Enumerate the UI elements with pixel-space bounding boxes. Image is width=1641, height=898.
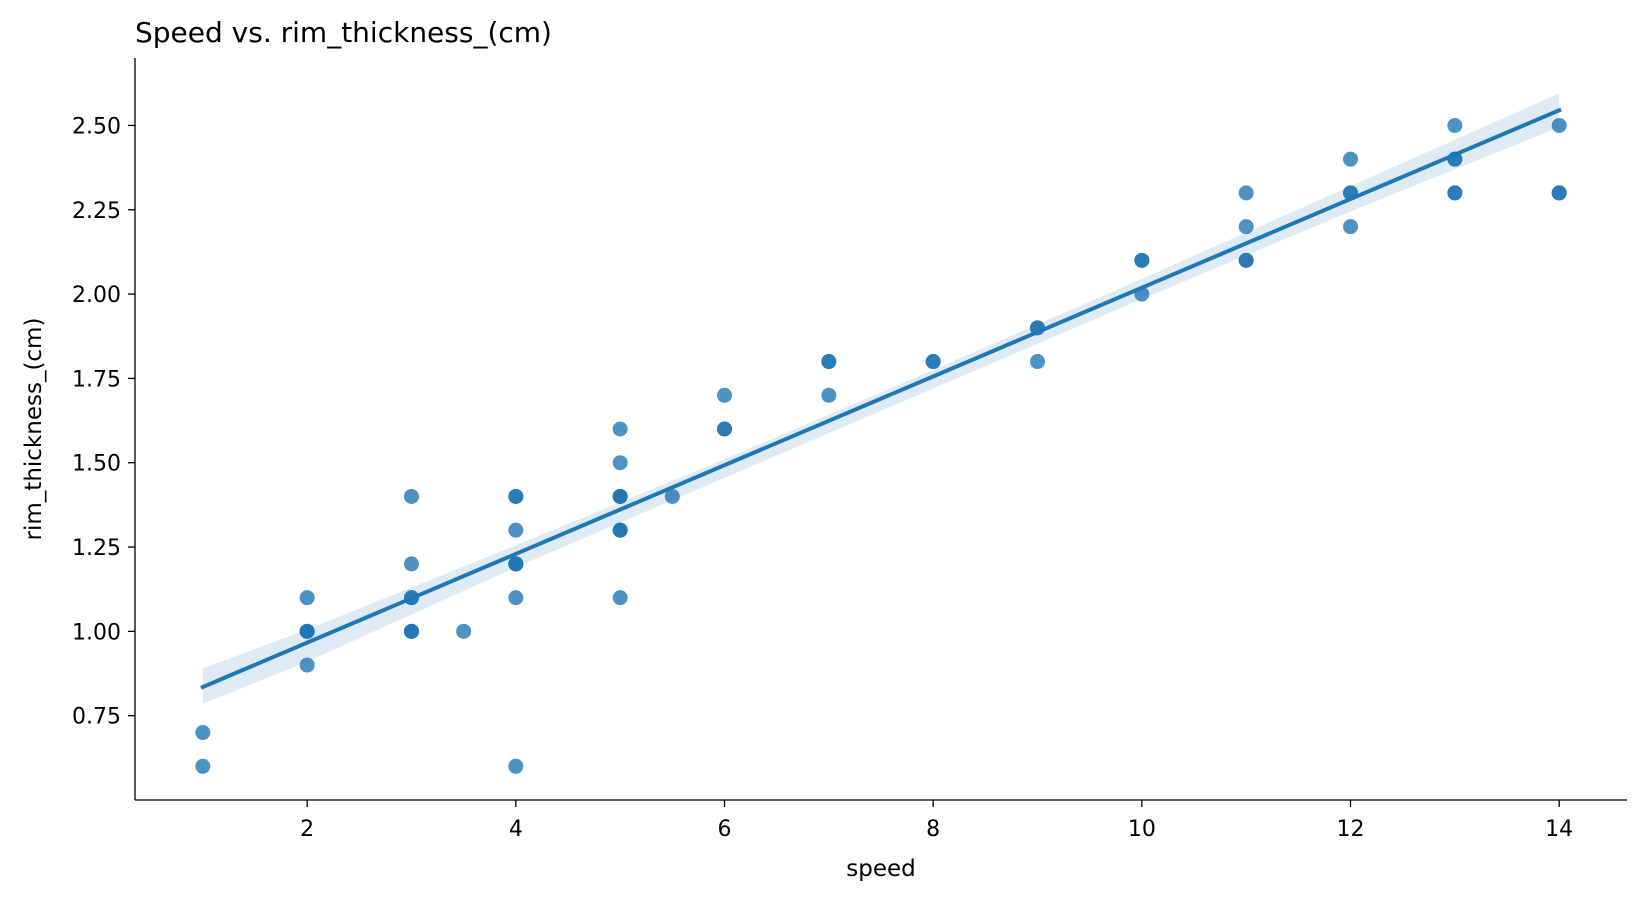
data-points-layer [195,117,1567,774]
data-point [299,657,315,673]
data-point [1447,185,1463,201]
data-point [508,488,524,504]
data-point [612,455,628,471]
data-point [1134,252,1150,268]
axes-layer: 2 4 6 8 10 12 14 0.75 1.00 1.25 1.50 1.75 2.00 2.25 2… [72,58,1627,842]
data-point [612,421,628,437]
data-point [1238,252,1254,268]
data-point [456,623,472,639]
data-point [508,556,524,572]
data-point [717,387,732,403]
x-tick-label: 6 [717,817,731,842]
data-point [1551,185,1567,201]
data-point [508,758,524,774]
data-point [821,387,837,403]
regression-line-layer [200,107,1562,690]
x-tick-label: 4 [509,817,523,842]
data-point [1551,117,1567,133]
y-tick-label: 1.75 [72,367,121,392]
data-point [664,488,680,504]
data-point [1343,219,1359,235]
y-tick-label: 2.50 [72,114,121,139]
data-point [299,590,315,606]
data-point [403,488,419,504]
y-tick-label: 2.25 [72,199,121,224]
y-tick-label: 0.75 [72,705,121,730]
x-axis-label: speed [846,856,915,882]
data-point [508,590,524,606]
data-point [299,623,315,639]
data-point [612,488,628,504]
y-tick-label: 2.00 [72,283,121,308]
y-tick-label: 1.00 [72,620,121,645]
data-point [821,354,837,370]
data-point [195,725,211,741]
data-point [403,623,419,639]
data-point [1343,151,1359,167]
data-point [612,590,628,606]
data-point [508,522,524,538]
data-point [1238,219,1254,235]
x-tick-label: 14 [1545,817,1573,842]
x-tick-label: 8 [926,817,940,842]
y-tick-label: 1.25 [72,536,121,561]
data-point [925,354,941,370]
data-point [612,522,628,538]
data-point [1447,117,1463,133]
chart-title: Speed vs. rim_thickness_(cm) [135,16,552,49]
y-tick-label: 1.50 [72,452,121,477]
x-tick-label: 2 [300,817,314,842]
data-point [403,556,419,572]
data-point [1238,185,1254,201]
y-axis-ticks: 0.75 1.00 1.25 1.50 1.75 2.00 2.25 2.50 [72,114,135,730]
y-axis-label: rim_thickness_(cm) [21,318,47,541]
x-axis-ticks: 2 4 6 8 10 12 14 [300,800,1573,842]
data-point [195,758,211,774]
data-point [717,421,732,437]
regression-line [200,107,1562,690]
data-point [1030,354,1045,370]
x-tick-label: 10 [1128,817,1156,842]
x-tick-label: 12 [1337,817,1365,842]
